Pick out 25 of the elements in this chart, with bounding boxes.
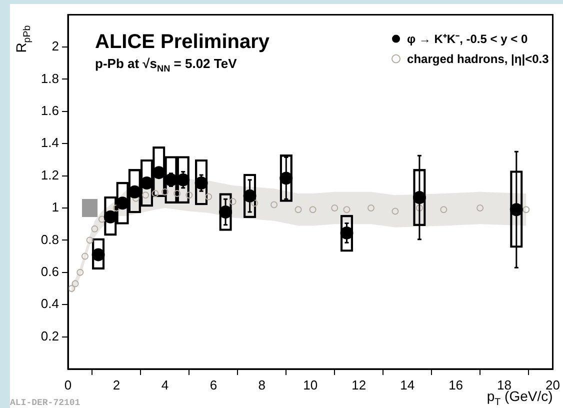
y-tick-label: 0.4	[40, 296, 59, 312]
text: ALI-DER-72101	[10, 398, 81, 408]
y-tick-label: 1.4	[40, 135, 59, 150]
x-tick-label: 20	[546, 377, 560, 392]
y-tick-label: 2	[52, 38, 59, 54]
y-tick-label: 0.8	[40, 232, 59, 247]
x-tick-label: 4	[161, 377, 169, 392]
y-tick-label: 1.6	[40, 102, 59, 118]
y-tick-label: 0.6	[40, 264, 59, 279]
y-tick-label: 1	[52, 200, 59, 215]
legend-label: φ → K⁺K⁻, -0.5 < y < 0	[407, 32, 528, 46]
text: ALICE Preliminary	[95, 30, 270, 53]
legend-label: charged hadrons, |η|<0.3	[407, 52, 550, 66]
x-tick-label: 0	[64, 377, 72, 392]
y-tick-label: 1.2	[40, 167, 59, 182]
x-tick-label: 10	[303, 377, 318, 392]
x-tick-label: 12	[352, 377, 366, 392]
y-axis-title: RpPb	[13, 24, 34, 53]
y-tick-label: 0.2	[40, 328, 59, 344]
x-tick-label: 8	[258, 377, 266, 392]
x-tick-label: 2	[112, 377, 120, 392]
x-tick-label: 6	[210, 377, 218, 392]
x-tick-label: 14	[400, 377, 415, 392]
x-tick-label: 16	[448, 377, 464, 392]
y-tick-label: 1.8	[40, 70, 59, 86]
